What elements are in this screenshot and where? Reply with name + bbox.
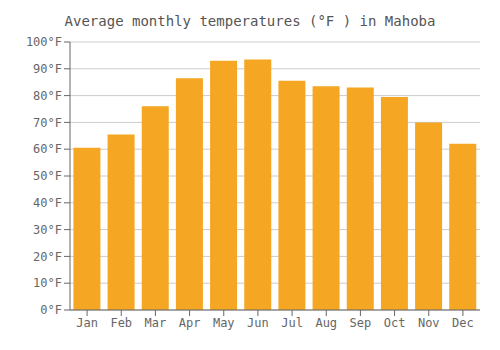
svg-text:May: May xyxy=(213,316,235,330)
html-text:Average monthly temperatures (: Average monthly temperatures (°F ) in Ma… xyxy=(64,13,436,29)
svg-text:60°F: 60°F xyxy=(33,142,62,156)
svg-text:30°F: 30°F xyxy=(33,223,62,237)
svg-text:0°F: 0°F xyxy=(40,303,62,317)
svg-text:Aug: Aug xyxy=(315,316,337,330)
svg-text:Sep: Sep xyxy=(350,316,372,330)
svg-text:100°F: 100°F xyxy=(26,35,62,49)
svg-text:Dec: Dec xyxy=(452,316,474,330)
svg-text:70°F: 70°F xyxy=(33,116,62,130)
svg-text:40°F: 40°F xyxy=(33,196,62,210)
svg-text:20°F: 20°F xyxy=(33,250,62,264)
svg-text:Apr: Apr xyxy=(179,316,201,330)
svg-text:Mar: Mar xyxy=(145,316,167,330)
svg-text:50°F: 50°F xyxy=(33,169,62,183)
svg-text:Jan: Jan xyxy=(76,316,98,330)
svg-text:90°F: 90°F xyxy=(33,62,62,76)
svg-text:Nov: Nov xyxy=(418,316,440,330)
svg-text:10°F: 10°F xyxy=(33,276,62,290)
svg-text:Feb: Feb xyxy=(110,316,132,330)
svg-text:80°F: 80°F xyxy=(33,89,62,103)
svg-text:Jul: Jul xyxy=(281,316,303,330)
svg-text:Oct: Oct xyxy=(384,316,406,330)
svg-text:Jun: Jun xyxy=(247,316,269,330)
